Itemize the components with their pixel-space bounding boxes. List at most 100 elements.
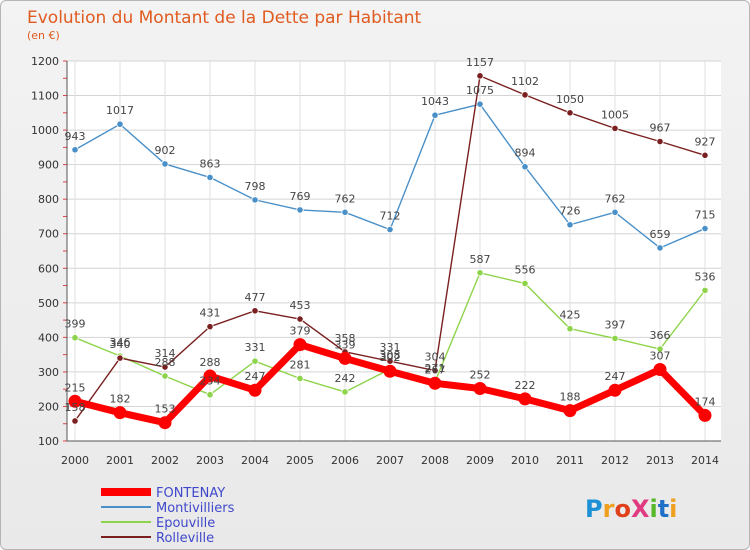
data-label: 281 [290, 358, 311, 371]
data-point [113, 406, 127, 420]
data-label: 182 [110, 393, 131, 406]
data-point [68, 394, 82, 408]
data-label: 271 [425, 362, 446, 375]
data-label: 431 [200, 307, 221, 320]
data-label: 247 [605, 370, 626, 383]
data-label: 247 [245, 370, 266, 383]
data-point [656, 137, 664, 146]
data-label: 331 [380, 341, 401, 354]
data-point [206, 323, 214, 331]
x-tick-label: 2003 [196, 454, 224, 467]
data-point [521, 279, 529, 288]
data-point [341, 388, 349, 396]
data-point [296, 315, 304, 323]
data-point [476, 100, 484, 108]
data-label: 314 [155, 347, 176, 360]
x-tick-label: 2002 [151, 454, 179, 467]
data-point [161, 160, 169, 168]
data-point [293, 338, 307, 352]
data-label: 712 [380, 210, 401, 223]
data-label: 425 [560, 309, 581, 322]
data-label: 252 [470, 368, 491, 381]
data-point [251, 196, 259, 204]
data-point [158, 416, 172, 430]
data-point [203, 369, 217, 383]
data-label: 769 [290, 190, 311, 203]
data-point [71, 334, 79, 342]
x-tick-label: 2010 [511, 454, 539, 467]
data-point [521, 91, 529, 99]
data-point [248, 383, 262, 397]
data-point [386, 225, 394, 234]
data-label: 339 [335, 338, 356, 351]
y-tick-label: 100 [38, 435, 59, 448]
data-point [296, 374, 304, 383]
data-point [296, 206, 304, 214]
data-point [566, 109, 574, 117]
data-point [338, 351, 352, 365]
data-point [566, 325, 574, 333]
proxiti-logo: ProXiti [585, 495, 677, 523]
data-label: 340 [110, 338, 131, 351]
data-label: 726 [560, 205, 581, 218]
y-tick-label: 1200 [31, 55, 59, 68]
data-point [476, 269, 484, 277]
y-tick-label: 500 [38, 297, 59, 310]
data-label: 902 [155, 144, 176, 157]
x-tick-label: 2013 [646, 454, 674, 467]
x-tick-label: 2000 [61, 454, 89, 467]
data-point [656, 244, 664, 252]
data-label: 215 [65, 381, 86, 394]
data-label: 715 [695, 209, 716, 222]
data-point [608, 383, 622, 397]
data-label: 927 [695, 135, 716, 148]
data-point [566, 221, 574, 229]
data-point [206, 173, 214, 182]
chart-subtitle: (en €) [27, 29, 60, 42]
data-label: 894 [515, 147, 536, 160]
legend-label: FONTENAY [156, 486, 225, 501]
data-label: 331 [245, 341, 266, 354]
data-point [71, 417, 79, 425]
data-label: 267 [425, 363, 446, 376]
x-tick-label: 2007 [376, 454, 404, 467]
data-point [611, 124, 619, 132]
data-point [386, 357, 394, 365]
data-point [701, 224, 709, 233]
data-point [653, 362, 667, 376]
data-point [656, 345, 664, 353]
data-point [473, 381, 487, 395]
data-label: 302 [380, 351, 401, 364]
x-tick-label: 2014 [691, 454, 719, 467]
x-tick-label: 2005 [286, 454, 314, 467]
data-label: 967 [650, 121, 671, 134]
x-tick-label: 2012 [601, 454, 629, 467]
data-point [698, 408, 712, 422]
legend-label: Epouville [156, 516, 215, 531]
data-point [701, 151, 709, 159]
x-tick-label: 2006 [331, 454, 359, 467]
plot-area [67, 61, 721, 441]
x-tick-label: 2004 [241, 454, 269, 467]
data-point [431, 111, 439, 119]
data-label: 1157 [466, 56, 494, 69]
legend-label: Montivilliers [156, 501, 235, 516]
y-tick-label: 400 [38, 331, 59, 344]
x-tick-label: 2001 [106, 454, 134, 467]
y-tick-label: 900 [38, 159, 59, 172]
data-label: 1075 [466, 84, 494, 97]
data-point [521, 163, 529, 171]
data-label: 153 [155, 403, 176, 416]
data-label: 1005 [601, 108, 629, 121]
data-label: 1050 [556, 93, 584, 106]
data-point [71, 146, 79, 154]
data-label: 943 [65, 130, 86, 143]
data-point [206, 391, 214, 399]
data-label: 397 [605, 318, 626, 331]
data-point [383, 364, 397, 378]
svg-text:ProXiti: ProXiti [585, 495, 677, 523]
data-label: 399 [65, 318, 86, 331]
data-point [428, 376, 442, 390]
chart-title: Evolution du Montant de la Dette par Hab… [27, 8, 422, 28]
